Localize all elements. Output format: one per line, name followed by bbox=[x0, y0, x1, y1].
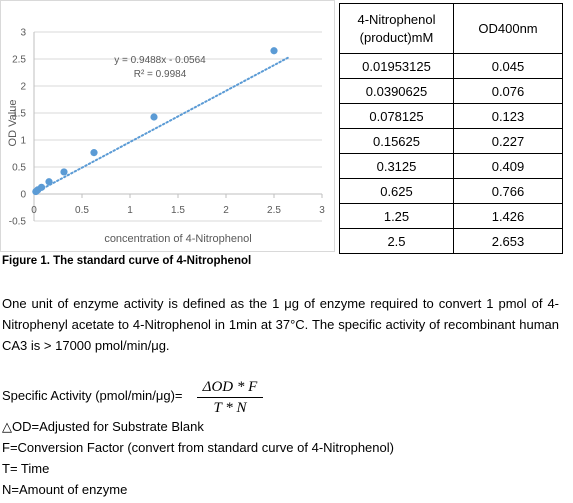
y-tick-label: -0.5 bbox=[9, 217, 27, 228]
x-tick-label: 3 bbox=[319, 205, 325, 216]
column-header-od: OD400nm bbox=[453, 3, 563, 54]
x-tick-labels: 0 0.5 1 1.5 2 2.5 3 bbox=[31, 205, 325, 216]
definition-n: N=Amount of enzyme bbox=[2, 482, 128, 497]
table-row: 2.5 2.653 bbox=[339, 228, 563, 254]
table-cell: 1.25 bbox=[339, 203, 454, 229]
header-line-1: 4-Nitrophenol bbox=[357, 11, 436, 27]
table-cell: 2.653 bbox=[453, 228, 563, 254]
table-row: 0.01953125 0.045 bbox=[339, 53, 563, 79]
x-tick-label: 1 bbox=[127, 205, 133, 216]
y-tick-labels: -0.5 0 0.5 1 1.5 2 2.5 3 bbox=[9, 28, 27, 228]
table-row: 0.0390625 0.076 bbox=[339, 78, 563, 104]
table-row: 0.3125 0.409 bbox=[339, 153, 563, 179]
table-cell: 0.01953125 bbox=[339, 53, 454, 79]
y-tick-label: 1 bbox=[20, 136, 26, 147]
definition-t: T= Time bbox=[2, 461, 50, 476]
standard-curve-chart: -0.5 0 0.5 1 1.5 2 2.5 3 0 0.5 1 1.5 2 2.5 3 y = 0.94… bbox=[0, 0, 335, 252]
x-tick-label: 0.5 bbox=[75, 205, 89, 216]
y-tick-label: 3 bbox=[20, 28, 26, 39]
y-tick-label: 0.5 bbox=[12, 163, 26, 174]
table-row: 0.15625 0.227 bbox=[339, 128, 563, 154]
table-cell: 0.409 bbox=[453, 153, 563, 179]
data-point bbox=[60, 168, 68, 176]
enzyme-activity-definition: One unit of enzyme activity is defined a… bbox=[2, 296, 559, 353]
formula-label: Specific Activity (pmol/min/μg)= bbox=[2, 388, 183, 403]
table-cell: 0.766 bbox=[453, 178, 563, 204]
chart-area bbox=[0, 0, 335, 252]
x-tick-label: 2.5 bbox=[267, 205, 281, 216]
table-cell: 0.15625 bbox=[339, 128, 454, 154]
y-axis-label: OD Value bbox=[7, 100, 19, 147]
table-cell: 2.5 bbox=[339, 228, 454, 254]
formula-fraction: ΔOD * F T * N bbox=[197, 378, 263, 418]
table-header-row: 4-Nitrophenol (product)mM OD400nm bbox=[339, 3, 563, 54]
x-axis-label: concentration of 4-Nitrophenol bbox=[104, 233, 251, 245]
y-tick-label: 1.5 bbox=[12, 109, 26, 120]
column-header-concentration: 4-Nitrophenol (product)mM bbox=[339, 3, 454, 54]
data-points bbox=[32, 47, 278, 196]
r-squared-label: R² = 0.9984 bbox=[134, 69, 187, 80]
definition-f: F=Conversion Factor (convert from standa… bbox=[2, 440, 394, 455]
x-tick-label: 1.5 bbox=[171, 205, 185, 216]
x-tick-label: 2 bbox=[223, 205, 229, 216]
definition-delta-od: △OD=Adjusted for Substrate Blank bbox=[2, 419, 204, 434]
data-point bbox=[90, 149, 98, 157]
header-line-2: (product)mM bbox=[359, 29, 434, 45]
table-cell: 0.123 bbox=[453, 103, 563, 129]
data-table: 4-Nitrophenol (product)mM OD400nm 0.0195… bbox=[339, 3, 563, 254]
table-cell: 0.045 bbox=[453, 53, 563, 79]
figure-caption: Figure 1. The standard curve of 4-Nitrop… bbox=[2, 255, 252, 267]
table-cell: 1.426 bbox=[453, 203, 563, 229]
table-row: 0.078125 0.123 bbox=[339, 103, 563, 129]
trendline bbox=[34, 56, 290, 194]
x-tick-label: 0 bbox=[31, 205, 37, 216]
formula-denominator: T * N bbox=[213, 400, 247, 416]
y-tick-label: 2 bbox=[20, 82, 26, 93]
table-cell: 0.227 bbox=[453, 128, 563, 154]
table-row: 0.625 0.766 bbox=[339, 178, 563, 204]
table-cell: 0.625 bbox=[339, 178, 454, 204]
data-point bbox=[37, 183, 46, 191]
data-point bbox=[270, 47, 278, 55]
formula-numerator: ΔOD * F bbox=[197, 378, 263, 398]
table-cell: 0.078125 bbox=[339, 103, 454, 129]
data-point bbox=[45, 178, 53, 186]
table-cell: 0.0390625 bbox=[339, 78, 454, 104]
trendline-equation: y = 0.9488x - 0.0564 bbox=[114, 55, 206, 66]
table-row: 1.25 1.426 bbox=[339, 203, 563, 229]
y-tick-label: 0 bbox=[20, 190, 26, 201]
data-point bbox=[150, 113, 158, 121]
table-cell: 0.3125 bbox=[339, 153, 454, 179]
table-cell: 0.076 bbox=[453, 78, 563, 104]
y-tick-label: 2.5 bbox=[12, 55, 26, 66]
